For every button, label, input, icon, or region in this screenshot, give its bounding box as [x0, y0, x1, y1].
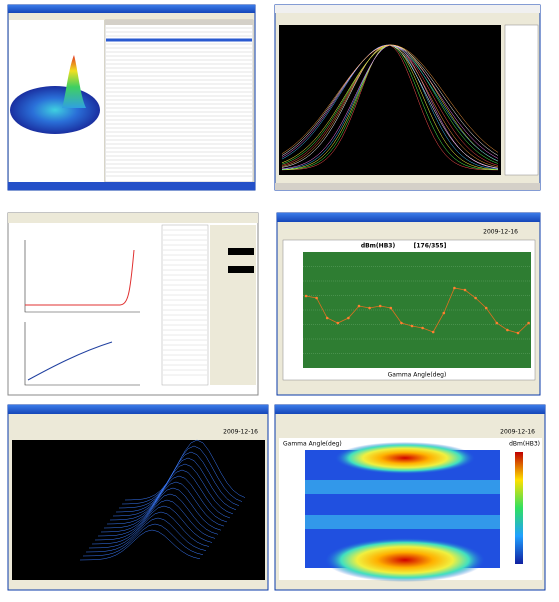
window-5: 2009-12-16	[7, 404, 269, 591]
window-6: 2009-12-16 Gamma Angle(deg) dBm(HB3)	[274, 404, 546, 591]
point	[527, 321, 530, 325]
wire	[91, 505, 213, 545]
date: 2009-12-16	[223, 429, 258, 436]
window-3	[7, 212, 259, 396]
point	[336, 321, 340, 325]
point	[506, 328, 509, 332]
date: 2009-12-16	[500, 429, 535, 436]
plot-title: dBm(HB3)	[361, 243, 396, 250]
point	[368, 306, 371, 310]
point	[325, 316, 329, 320]
wire	[97, 493, 219, 537]
wire	[88, 511, 210, 549]
point	[378, 304, 382, 308]
wire	[85, 517, 207, 553]
point	[347, 316, 350, 320]
point	[442, 311, 446, 315]
point	[410, 324, 414, 328]
index: [176/355]	[414, 243, 447, 250]
point	[389, 306, 393, 310]
point	[357, 304, 361, 308]
window-1	[7, 4, 256, 191]
wire	[124, 439, 246, 501]
wire	[94, 499, 216, 541]
point	[474, 296, 477, 300]
colorbar-label: dBm(HB3)	[509, 441, 540, 448]
wire	[103, 481, 225, 529]
window-2	[274, 4, 541, 191]
date: 2009-12-16	[483, 229, 518, 236]
point	[463, 288, 467, 292]
wire	[109, 469, 231, 521]
point	[453, 286, 456, 290]
point	[484, 306, 488, 310]
x-axis-label: Gamma Angle(deg)	[388, 372, 447, 379]
wire	[79, 529, 201, 561]
curve	[281, 44, 499, 154]
wire	[82, 523, 204, 557]
wire	[106, 475, 228, 525]
wire	[100, 487, 222, 533]
point	[400, 321, 403, 325]
y-axis-label: Gamma Angle(deg)	[283, 441, 342, 448]
point	[304, 294, 308, 298]
point	[495, 321, 499, 325]
point	[431, 330, 435, 334]
point	[516, 331, 520, 335]
point	[421, 326, 424, 330]
point	[315, 296, 318, 300]
window-4: 2009-12-16 dBm(HB3) [176/355] Gamma Angl…	[276, 212, 541, 396]
